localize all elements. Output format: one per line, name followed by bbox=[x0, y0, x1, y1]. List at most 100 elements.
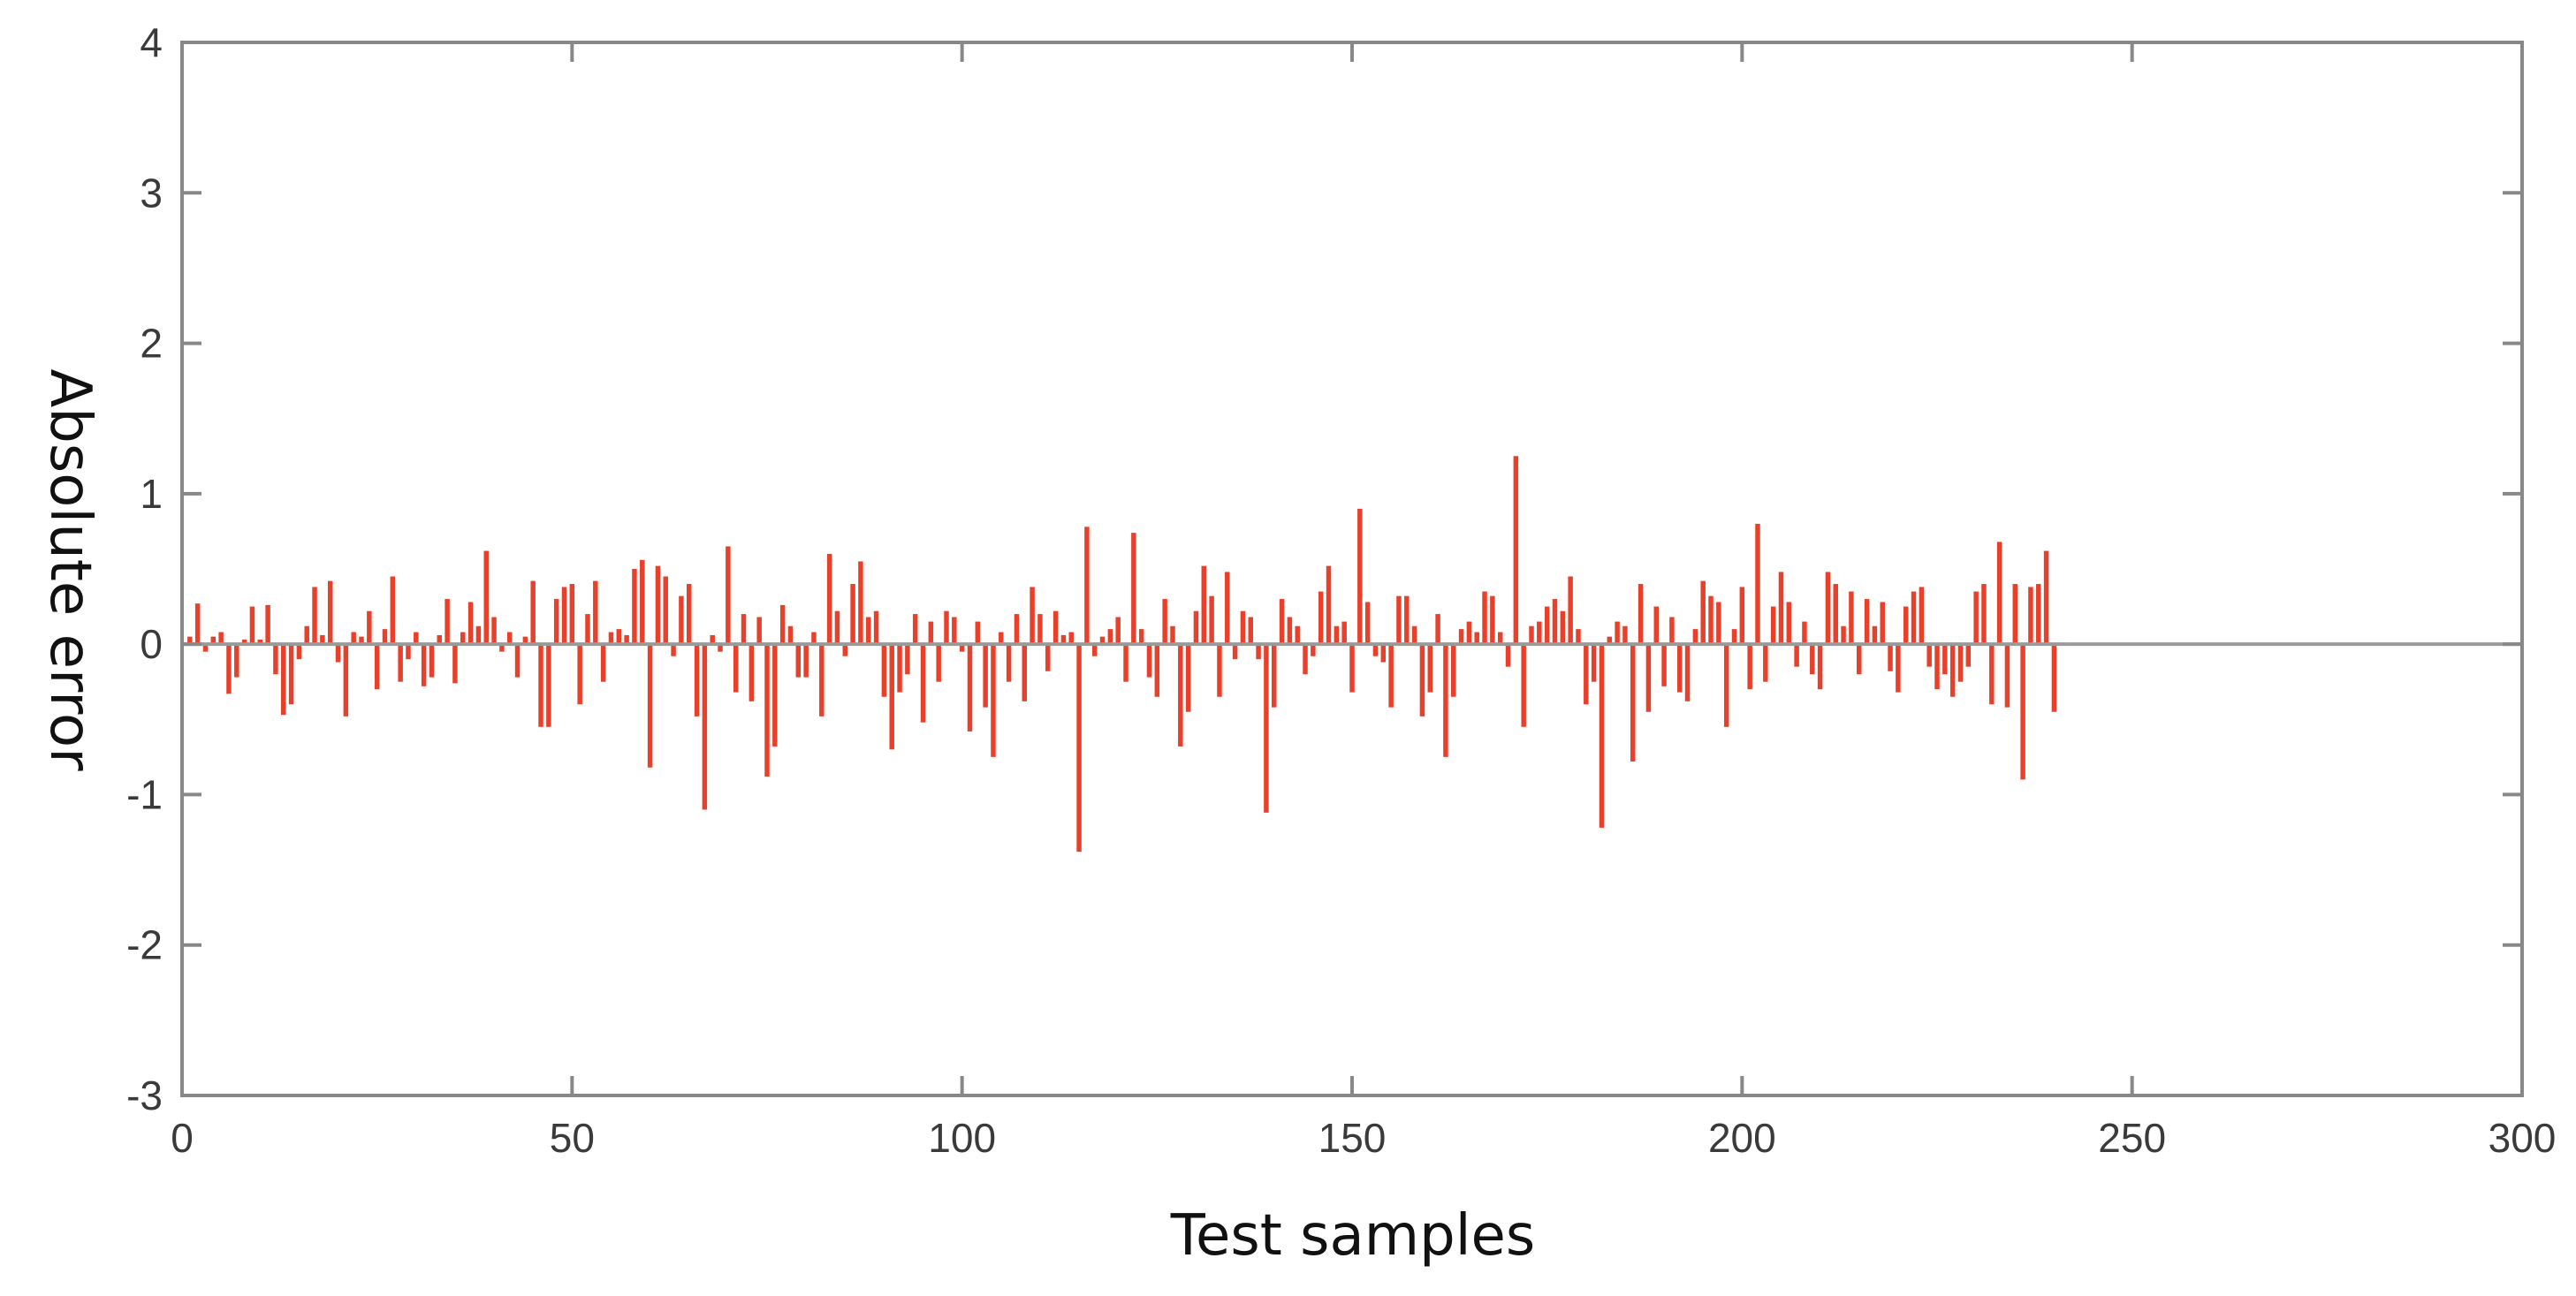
error-bar bbox=[952, 617, 957, 645]
error-bar bbox=[2012, 584, 2017, 645]
error-bar bbox=[406, 644, 411, 660]
error-bar bbox=[437, 634, 443, 645]
error-bar bbox=[1981, 584, 1987, 645]
error-bar bbox=[398, 644, 403, 682]
error-bar bbox=[1763, 644, 1768, 682]
error-bar bbox=[1810, 644, 1815, 675]
error-bar bbox=[889, 644, 894, 750]
error-bar bbox=[249, 606, 255, 645]
error-bar bbox=[1708, 595, 1714, 645]
error-bar bbox=[390, 576, 396, 645]
error-bar bbox=[483, 550, 489, 645]
error-bar bbox=[1451, 644, 1456, 697]
error-bar bbox=[1318, 591, 1324, 645]
error-bar bbox=[1435, 614, 1440, 645]
error-bar bbox=[1474, 632, 1479, 645]
error-bar bbox=[1521, 644, 1526, 727]
error-bar bbox=[382, 629, 388, 645]
error-bar bbox=[304, 625, 309, 645]
error-bar bbox=[1482, 591, 1487, 645]
error-bar bbox=[1076, 644, 1082, 853]
error-bar bbox=[1700, 580, 1706, 645]
error-bar bbox=[1303, 644, 1308, 675]
error-bar bbox=[1388, 644, 1394, 708]
error-bar bbox=[866, 617, 871, 645]
error-bar bbox=[187, 636, 193, 645]
error-bar bbox=[1030, 587, 1035, 645]
error-bar bbox=[1684, 644, 1691, 701]
error-bar bbox=[1817, 644, 1823, 690]
error-bar bbox=[1217, 644, 1222, 697]
error-bar bbox=[632, 569, 637, 645]
error-bar bbox=[787, 625, 794, 645]
error-bar bbox=[226, 644, 232, 694]
error-bar bbox=[600, 644, 606, 682]
error-bar bbox=[756, 617, 762, 645]
error-bar bbox=[1396, 595, 1402, 645]
error-bar bbox=[1880, 602, 1885, 645]
error-bar bbox=[975, 621, 981, 645]
y-tick-label: 2 bbox=[140, 321, 163, 367]
y-tick-label: 0 bbox=[140, 621, 163, 667]
error-bar bbox=[1466, 621, 1472, 645]
error-bar bbox=[414, 632, 419, 645]
error-bar bbox=[1653, 606, 1659, 645]
error-bar bbox=[1841, 625, 1846, 645]
y-axis-ticks: -3 -2 -1 0 1 2 3 4 bbox=[126, 19, 2522, 1118]
error-bar bbox=[616, 629, 622, 645]
error-bar bbox=[1607, 636, 1613, 645]
error-bar bbox=[640, 559, 645, 645]
error-bar bbox=[327, 580, 333, 645]
error-bar bbox=[445, 599, 450, 645]
error-bar bbox=[1747, 644, 1752, 690]
x-axis-title: Test samples bbox=[1170, 1203, 1535, 1269]
error-bar bbox=[1372, 644, 1379, 656]
error-bar bbox=[1099, 636, 1106, 645]
error-bar bbox=[1380, 644, 1387, 663]
error-bar bbox=[1443, 644, 1448, 757]
error-bar bbox=[2036, 584, 2041, 645]
error-bar bbox=[1123, 644, 1128, 682]
error-bar bbox=[281, 644, 286, 716]
x-tick-label: 250 bbox=[2098, 1115, 2166, 1161]
error-bar bbox=[1739, 587, 1745, 645]
error-bar bbox=[694, 644, 700, 716]
error-bar bbox=[288, 644, 294, 705]
error-bar bbox=[983, 644, 988, 708]
error-bar bbox=[1802, 621, 1807, 645]
error-bar bbox=[873, 610, 879, 645]
error-bar bbox=[1942, 644, 1948, 675]
error-bar bbox=[1311, 644, 1316, 656]
error-bar bbox=[569, 584, 575, 645]
error-bar bbox=[593, 580, 598, 645]
error-bar bbox=[475, 625, 482, 645]
error-bar bbox=[1349, 644, 1355, 693]
error-bar bbox=[421, 644, 427, 686]
error-bar bbox=[1154, 644, 1160, 697]
error-bar bbox=[1957, 644, 1964, 682]
error-bar bbox=[702, 644, 708, 810]
error-bar bbox=[772, 644, 778, 747]
error-bar bbox=[1045, 644, 1051, 671]
y-tick-label: 1 bbox=[140, 471, 163, 517]
x-axis-ticks: 0 50 100 150 200 250 300 bbox=[171, 42, 2556, 1161]
error-bar bbox=[265, 604, 270, 645]
error-bar bbox=[764, 644, 770, 777]
error-bar bbox=[928, 621, 934, 645]
error-bar bbox=[429, 644, 435, 678]
error-bar bbox=[1537, 621, 1542, 645]
error-bar bbox=[2004, 644, 2010, 708]
error-bar bbox=[726, 546, 731, 645]
error-bar bbox=[1996, 542, 2002, 645]
error-bar bbox=[1669, 617, 1675, 645]
error-bar bbox=[241, 640, 247, 645]
error-bar bbox=[522, 636, 528, 645]
x-tick-label: 150 bbox=[1318, 1115, 1387, 1161]
error-bar bbox=[1989, 644, 1995, 705]
error-bar bbox=[1786, 602, 1792, 645]
error-bar bbox=[944, 610, 949, 645]
error-bar bbox=[210, 636, 217, 645]
error-bar bbox=[748, 644, 755, 701]
error-bar bbox=[273, 644, 278, 675]
error-bar bbox=[1552, 599, 1558, 645]
